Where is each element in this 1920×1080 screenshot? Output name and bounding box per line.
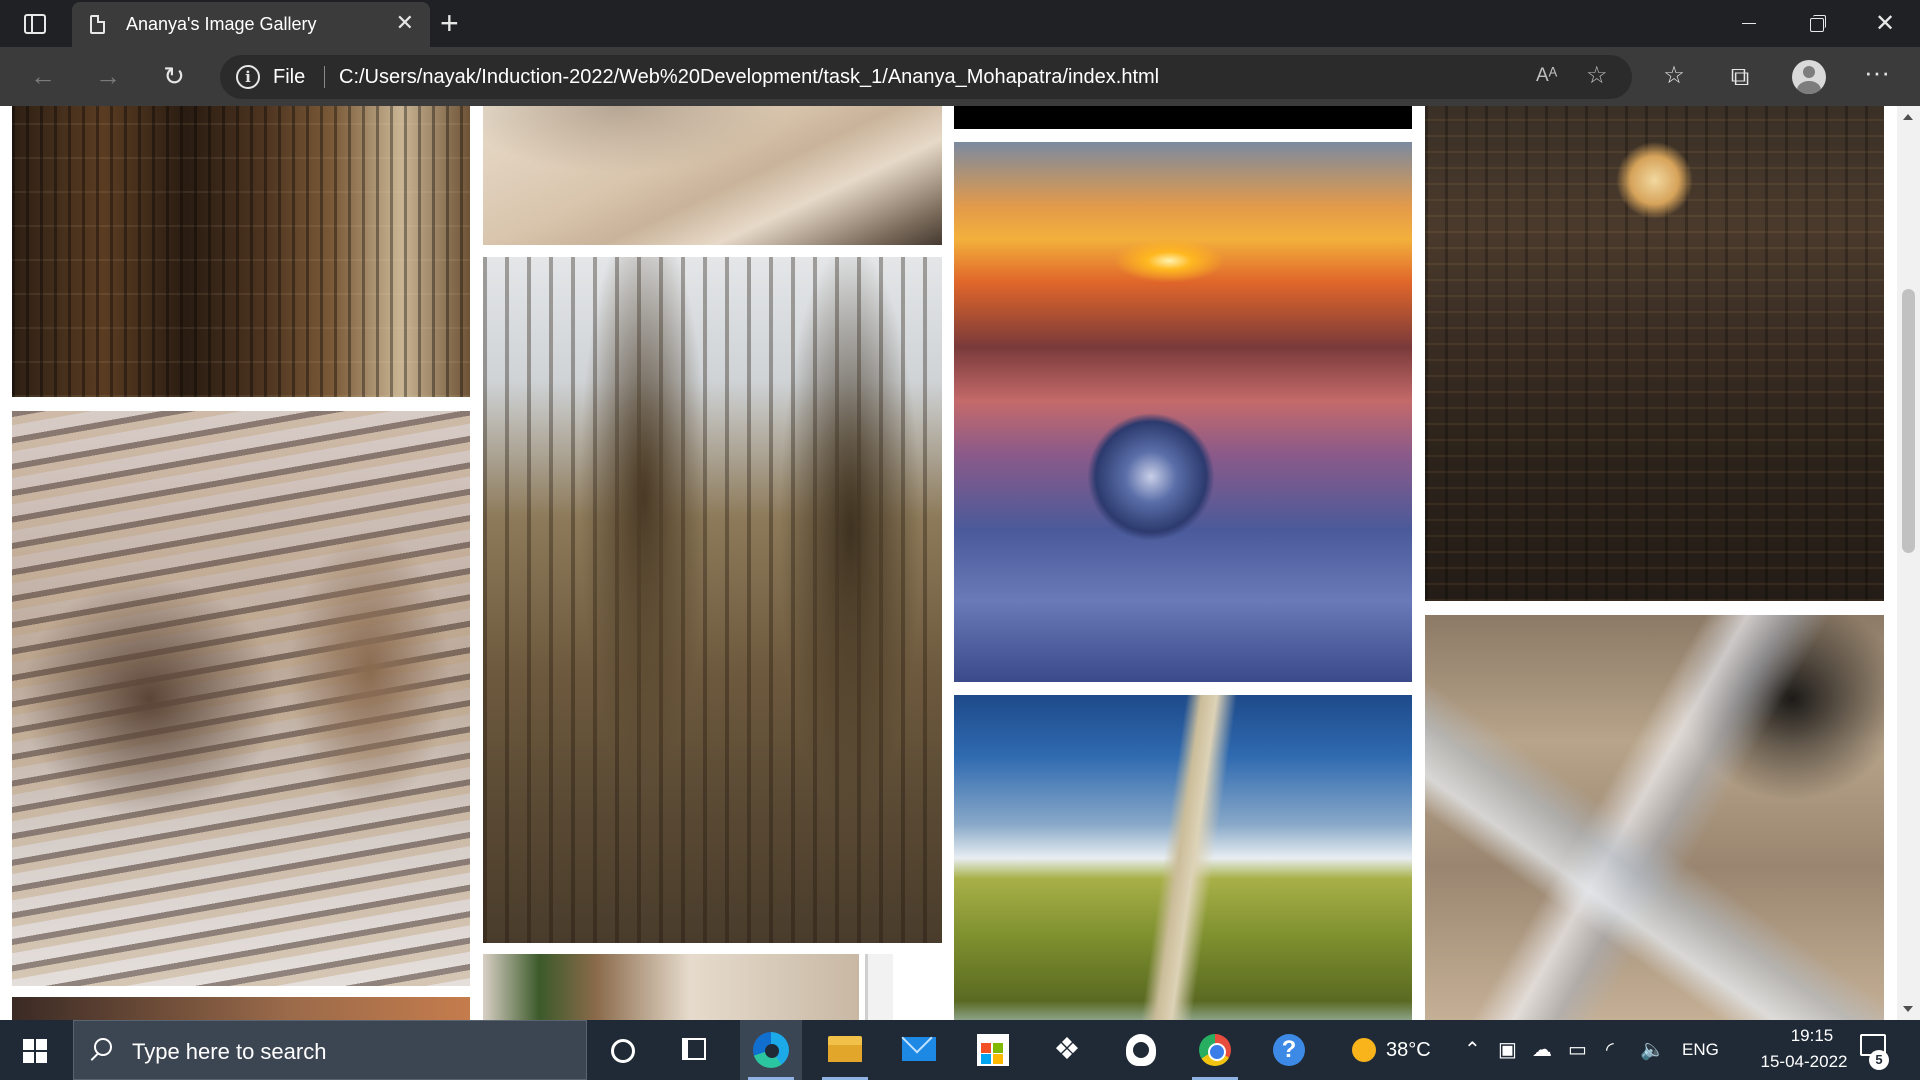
clock-date[interactable]: 15-04-2022	[1760, 1052, 1848, 1071]
tab-strip: Ananya's Image Gallery ✕ + ✕	[0, 0, 1920, 47]
weather-temperature[interactable]: 38°C	[1386, 1039, 1431, 1061]
address-bar[interactable]: i File C:/Users/nayak/Induction-2022/Web…	[220, 55, 1632, 99]
microsoft-store-icon[interactable]	[962, 1020, 1024, 1080]
gallery-image-library-shelves	[12, 106, 470, 397]
more-icon[interactable]: ···	[1864, 57, 1890, 87]
input-language[interactable]: ENG	[1682, 1040, 1719, 1059]
wifi-icon[interactable]: ◜	[1606, 1039, 1614, 1061]
vertical-scrollbar[interactable]	[1897, 106, 1920, 1020]
cortana-icon[interactable]	[592, 1020, 654, 1080]
forward-arrow-icon[interactable]: →	[95, 61, 121, 91]
gallery-image-curved-architecture	[483, 106, 942, 245]
add-favorite-icon[interactable]: ☆	[1586, 62, 1608, 89]
show-hidden-icons-chevron-icon[interactable]: ⌃	[1464, 1039, 1481, 1061]
search-placeholder: Type here to search	[132, 1039, 327, 1064]
search-icon	[94, 1038, 112, 1056]
weather-sun-icon[interactable]	[1352, 1038, 1376, 1062]
new-tab-button[interactable]: +	[440, 5, 459, 41]
chrome-icon[interactable]	[1184, 1020, 1246, 1080]
shield-app-icon[interactable]	[1110, 1020, 1172, 1080]
file-explorer-icon[interactable]	[814, 1020, 876, 1080]
restore-button[interactable]	[1781, 0, 1851, 47]
back-arrow-icon[interactable]: ←	[30, 61, 56, 91]
onedrive-icon[interactable]: ☁	[1532, 1039, 1552, 1061]
tab-actions-icon[interactable]	[18, 12, 52, 36]
url-text[interactable]: C:/Users/nayak/Induction-2022/Web%20Deve…	[339, 66, 1160, 88]
close-window-button[interactable]: ✕	[1874, 10, 1896, 37]
gallery-image-black-strip	[954, 106, 1412, 129]
battery-icon[interactable]: ▭	[1568, 1039, 1587, 1061]
favorites-icon[interactable]: ☆	[1663, 62, 1685, 89]
minimize-button[interactable]	[1713, 0, 1783, 47]
collections-icon[interactable]: ⧉	[1730, 61, 1750, 91]
taskbar-search-box[interactable]: Type here to search	[73, 1020, 587, 1080]
notification-count-badge[interactable]: 5	[1869, 1050, 1889, 1070]
taskbar: Type here to search ❖ ? 38°C ⌃ ▣ ☁ ▭ ◜ 🔈…	[0, 1020, 1920, 1080]
help-icon[interactable]: ?	[1258, 1020, 1320, 1080]
gallery-image-gothic-cathedral	[483, 257, 942, 943]
dropbox-icon[interactable]: ❖	[1053, 1033, 1081, 1066]
tab-title: Ananya's Image Gallery	[126, 14, 317, 34]
gallery-image-quartz-crystals	[1425, 615, 1884, 1020]
gallery-image-countryside-road	[954, 695, 1412, 1020]
info-icon[interactable]: i	[236, 65, 260, 89]
profile-icon[interactable]	[1792, 60, 1826, 94]
scroll-up-arrow-icon[interactable]	[1903, 114, 1913, 120]
gallery-page	[0, 106, 1897, 1020]
clock-time[interactable]: 19:15	[1790, 1026, 1834, 1045]
gallery-image-plant-room	[483, 954, 859, 1020]
scheme-label[interactable]: File	[273, 66, 306, 88]
windows-start-icon[interactable]	[0, 1020, 70, 1080]
scroll-thumb[interactable]	[1902, 289, 1915, 553]
meet-now-icon[interactable]: ▣	[1498, 1039, 1517, 1061]
read-aloud-icon[interactable]: Aᴬ	[1536, 65, 1558, 86]
page-icon	[90, 15, 105, 34]
edge-app-icon[interactable]	[740, 1020, 802, 1080]
active-tab[interactable]: Ananya's Image Gallery ✕	[72, 2, 430, 47]
address-separator	[324, 66, 325, 88]
browser-toolbar: ← → ↻ i File C:/Users/nayak/Induction-20…	[0, 47, 1920, 106]
volume-muted-icon[interactable]: 🔈	[1640, 1039, 1665, 1061]
gallery-image-plant-room-edge	[865, 954, 893, 1020]
gallery-image-warm-blur	[12, 997, 470, 1020]
scroll-down-arrow-icon[interactable]	[1903, 1006, 1913, 1012]
gallery-image-books-on-bed	[12, 411, 470, 986]
tab-close-button[interactable]: ✕	[395, 10, 414, 35]
mail-icon[interactable]	[888, 1020, 950, 1080]
task-view-icon[interactable]	[664, 1020, 726, 1080]
gallery-image-moon-over-city	[1425, 106, 1884, 601]
refresh-icon[interactable]: ↻	[163, 61, 185, 91]
gallery-image-sunset-crystal-ball	[954, 142, 1412, 682]
